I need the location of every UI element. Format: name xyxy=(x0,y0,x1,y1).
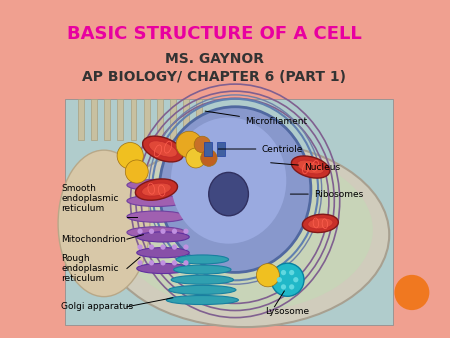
Circle shape xyxy=(172,260,177,265)
Ellipse shape xyxy=(291,156,330,178)
Circle shape xyxy=(183,260,189,265)
Circle shape xyxy=(183,244,189,250)
Ellipse shape xyxy=(308,218,333,229)
Ellipse shape xyxy=(302,214,338,233)
Text: AP BIOLOGY/ CHAPTER 6 (PART 1): AP BIOLOGY/ CHAPTER 6 (PART 1) xyxy=(82,70,346,84)
Circle shape xyxy=(160,228,166,234)
Text: Ribosomes: Ribosomes xyxy=(290,190,363,199)
Circle shape xyxy=(172,244,177,250)
Bar xyxy=(144,99,149,140)
Ellipse shape xyxy=(58,150,150,297)
Text: Centriole: Centriole xyxy=(218,145,303,153)
Text: Smooth
endoplasmic
reticulum: Smooth endoplasmic reticulum xyxy=(61,184,119,214)
Circle shape xyxy=(277,277,282,282)
Circle shape xyxy=(289,284,294,290)
Circle shape xyxy=(176,131,202,158)
Bar xyxy=(217,142,225,156)
Text: Rough
endoplasmic
reticulum: Rough endoplasmic reticulum xyxy=(61,254,119,283)
Ellipse shape xyxy=(127,211,186,222)
Circle shape xyxy=(194,136,211,153)
Circle shape xyxy=(125,160,148,183)
Circle shape xyxy=(186,148,206,168)
Ellipse shape xyxy=(137,248,189,258)
Bar xyxy=(91,99,97,140)
Circle shape xyxy=(160,244,166,250)
Ellipse shape xyxy=(166,295,238,305)
Circle shape xyxy=(117,143,144,169)
Bar xyxy=(104,99,110,140)
Bar xyxy=(65,99,392,325)
Bar xyxy=(170,99,176,140)
Circle shape xyxy=(201,150,217,166)
Circle shape xyxy=(256,264,279,287)
Circle shape xyxy=(281,284,286,290)
Ellipse shape xyxy=(174,265,231,274)
Ellipse shape xyxy=(171,117,286,244)
Circle shape xyxy=(172,228,177,234)
Ellipse shape xyxy=(127,179,186,191)
Bar xyxy=(183,99,189,140)
Ellipse shape xyxy=(127,195,186,207)
Ellipse shape xyxy=(142,183,171,196)
Circle shape xyxy=(271,263,304,296)
Ellipse shape xyxy=(137,263,189,273)
Ellipse shape xyxy=(176,255,229,264)
Bar xyxy=(78,99,84,140)
Ellipse shape xyxy=(169,285,236,294)
Ellipse shape xyxy=(149,141,177,157)
Bar xyxy=(196,99,202,140)
Text: Golgi apparatus: Golgi apparatus xyxy=(61,302,134,311)
Circle shape xyxy=(395,275,429,310)
Ellipse shape xyxy=(143,136,184,162)
Circle shape xyxy=(293,277,298,282)
Circle shape xyxy=(137,228,143,234)
Circle shape xyxy=(137,244,143,250)
Ellipse shape xyxy=(135,179,177,200)
Ellipse shape xyxy=(297,160,324,174)
Circle shape xyxy=(149,260,154,265)
Text: Microfilament: Microfilament xyxy=(205,111,307,126)
Bar xyxy=(130,99,136,140)
Text: Lysosome: Lysosome xyxy=(265,307,309,316)
Ellipse shape xyxy=(117,149,373,311)
Bar xyxy=(157,99,162,140)
Bar xyxy=(204,142,212,156)
Circle shape xyxy=(149,244,154,250)
Ellipse shape xyxy=(171,275,234,284)
Circle shape xyxy=(281,270,286,275)
Text: MS. GAYNOR: MS. GAYNOR xyxy=(165,52,264,66)
Text: BASIC STRUCTURE OF A CELL: BASIC STRUCTURE OF A CELL xyxy=(67,25,361,43)
Ellipse shape xyxy=(101,142,389,327)
Circle shape xyxy=(137,260,143,265)
Ellipse shape xyxy=(127,227,186,238)
Text: Nucleus: Nucleus xyxy=(271,163,340,172)
Ellipse shape xyxy=(209,172,248,216)
Ellipse shape xyxy=(137,232,189,242)
Circle shape xyxy=(160,260,166,265)
Bar xyxy=(117,99,123,140)
Circle shape xyxy=(149,228,154,234)
Text: Mitochondrion: Mitochondrion xyxy=(61,235,126,244)
Ellipse shape xyxy=(159,107,311,272)
Circle shape xyxy=(289,270,294,275)
Circle shape xyxy=(183,228,189,234)
